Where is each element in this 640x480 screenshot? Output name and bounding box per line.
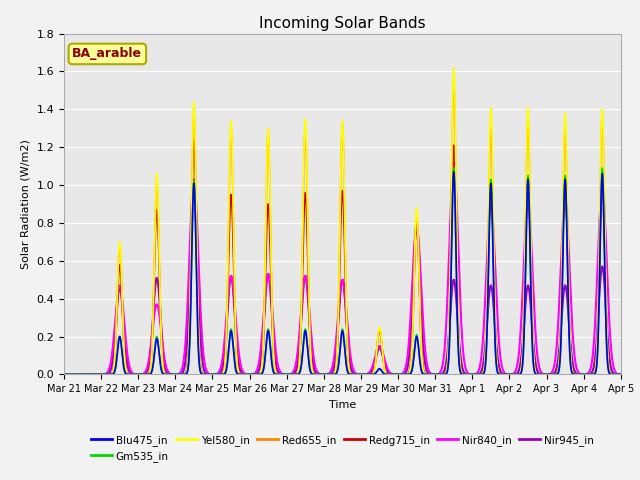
- Nir840_in: [450, 159, 458, 165]
- Yel580_in: [60, 372, 68, 377]
- Nir945_in: [124, 362, 131, 368]
- Blu475_in: [157, 363, 164, 369]
- Yel580_in: [274, 372, 282, 377]
- Gm535_in: [60, 372, 68, 377]
- Redg715_in: [190, 137, 198, 143]
- Gm535_in: [157, 362, 164, 368]
- Yel580_in: [124, 371, 131, 377]
- Nir840_in: [606, 331, 614, 337]
- Redg715_in: [606, 370, 614, 375]
- Blu475_in: [546, 372, 554, 377]
- Red655_in: [617, 372, 625, 377]
- Redg715_in: [546, 372, 554, 377]
- Nir945_in: [298, 308, 306, 313]
- X-axis label: Time: Time: [329, 400, 356, 409]
- Redg715_in: [274, 372, 282, 377]
- Gm535_in: [598, 165, 606, 171]
- Nir945_in: [157, 313, 164, 319]
- Legend: Blu475_in, Gm535_in, Yel580_in, Red655_in, Redg715_in, Nir840_in, Nir945_in: Blu475_in, Gm535_in, Yel580_in, Red655_i…: [86, 431, 598, 466]
- Blu475_in: [606, 371, 614, 377]
- Nir840_in: [157, 322, 164, 328]
- Blu475_in: [124, 372, 131, 377]
- Line: Nir840_in: Nir840_in: [64, 162, 621, 374]
- Gm535_in: [274, 372, 282, 377]
- Y-axis label: Solar Radiation (W/m2): Solar Radiation (W/m2): [21, 139, 31, 269]
- Red655_in: [60, 372, 68, 377]
- Text: BA_arable: BA_arable: [72, 48, 142, 60]
- Redg715_in: [124, 371, 131, 376]
- Nir945_in: [274, 368, 282, 373]
- Blu475_in: [274, 372, 282, 377]
- Line: Red655_in: Red655_in: [64, 81, 621, 374]
- Redg715_in: [617, 372, 625, 377]
- Nir840_in: [298, 301, 305, 307]
- Gm535_in: [606, 371, 614, 377]
- Line: Yel580_in: Yel580_in: [64, 68, 621, 374]
- Red655_in: [606, 370, 614, 376]
- Nir945_in: [606, 360, 614, 365]
- Redg715_in: [157, 313, 164, 319]
- Red655_in: [450, 78, 458, 84]
- Red655_in: [157, 314, 164, 320]
- Line: Nir945_in: Nir945_in: [64, 181, 621, 374]
- Nir840_in: [124, 352, 131, 358]
- Title: Incoming Solar Bands: Incoming Solar Bands: [259, 16, 426, 31]
- Yel580_in: [298, 289, 305, 295]
- Nir840_in: [546, 371, 554, 377]
- Yel580_in: [157, 312, 164, 317]
- Line: Redg715_in: Redg715_in: [64, 140, 621, 374]
- Gm535_in: [546, 372, 554, 377]
- Red655_in: [274, 372, 282, 377]
- Nir945_in: [60, 372, 68, 377]
- Red655_in: [124, 371, 131, 377]
- Red655_in: [546, 372, 554, 377]
- Nir945_in: [190, 179, 198, 184]
- Blu475_in: [60, 372, 68, 377]
- Blu475_in: [450, 169, 458, 175]
- Blu475_in: [298, 360, 305, 366]
- Gm535_in: [298, 360, 305, 365]
- Yel580_in: [606, 370, 614, 376]
- Nir945_in: [546, 372, 554, 377]
- Nir840_in: [60, 372, 68, 377]
- Yel580_in: [450, 65, 458, 71]
- Nir840_in: [274, 360, 282, 366]
- Yel580_in: [617, 372, 625, 377]
- Yel580_in: [546, 372, 554, 377]
- Nir945_in: [617, 372, 625, 377]
- Red655_in: [298, 292, 305, 298]
- Redg715_in: [298, 296, 306, 302]
- Blu475_in: [617, 372, 625, 377]
- Line: Blu475_in: Blu475_in: [64, 172, 621, 374]
- Redg715_in: [60, 372, 68, 377]
- Line: Gm535_in: Gm535_in: [64, 168, 621, 374]
- Gm535_in: [124, 372, 131, 377]
- Gm535_in: [617, 372, 625, 377]
- Nir840_in: [617, 372, 625, 377]
